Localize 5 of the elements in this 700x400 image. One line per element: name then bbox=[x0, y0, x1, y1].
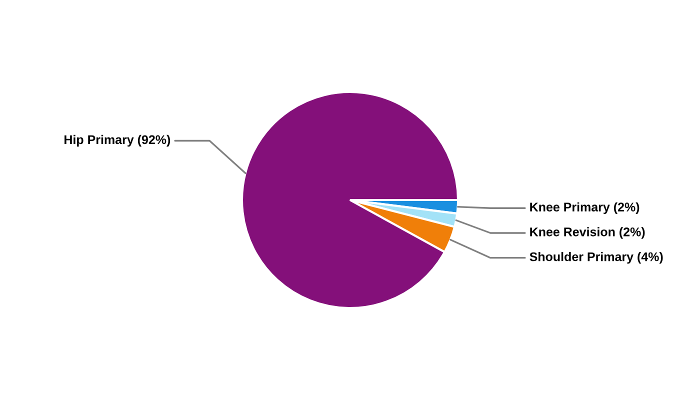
pie-slice bbox=[240, 90, 460, 310]
slice-label: Knee Revision (2%) bbox=[530, 227, 645, 239]
slice-label: Hip Primary (92%) bbox=[64, 134, 170, 147]
slice-label: Shoulder Primary (4%) bbox=[530, 252, 663, 264]
slice-label: Knee Primary (2%) bbox=[530, 202, 640, 214]
